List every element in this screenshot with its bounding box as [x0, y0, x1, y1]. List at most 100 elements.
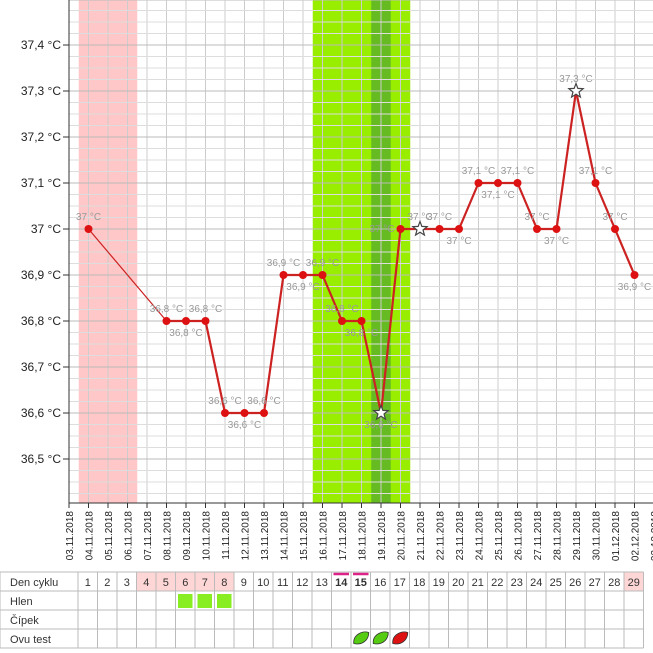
point-label: 36,8 °C: [189, 304, 222, 315]
day-number: 27: [589, 577, 601, 589]
day-number: 12: [296, 577, 308, 589]
day-number: 13: [316, 577, 328, 589]
point-label: 37 °C: [369, 224, 394, 235]
day-number: 23: [511, 577, 523, 589]
day-number: 10: [257, 577, 269, 589]
data-point: [279, 271, 288, 279]
point-label: 36,8 °C: [345, 328, 378, 339]
x-tick-label: 19.11.2018: [377, 511, 388, 561]
row-label-den-cyklu: Den cyklu: [10, 577, 58, 589]
x-tick-label: 03.11.2018: [65, 511, 76, 561]
day-number: 26: [569, 577, 581, 589]
series-segment: [321, 274, 344, 322]
hlen-cell: [178, 594, 193, 608]
series-segment: [574, 90, 597, 184]
day-number: 7: [202, 577, 208, 589]
point-label: 36,9 °C: [267, 258, 300, 269]
data-point: [513, 179, 522, 187]
day-number: 17: [394, 577, 406, 589]
ovulation-star-marker: [411, 219, 429, 237]
x-tick-label: 13.11.2018: [260, 511, 271, 561]
day-number: 20: [452, 577, 464, 589]
ovulation-star-marker: [567, 81, 585, 99]
data-point: [494, 179, 502, 187]
x-tick-label: 22.11.2018: [436, 511, 447, 561]
series-segment: [262, 274, 285, 414]
day-number: 19: [433, 577, 445, 589]
data-point: [338, 317, 346, 325]
point-label: 36,8 °C: [150, 304, 183, 315]
data-point: [357, 317, 366, 325]
point-label: 37 °C: [602, 212, 627, 223]
point-label: 36,6 °C: [247, 396, 280, 407]
x-tick-label: 29.11.2018: [572, 511, 583, 561]
x-tick-label: 27.11.2018: [533, 511, 544, 561]
point-label: 37 °C: [544, 236, 569, 247]
x-tick-label: 16.11.2018: [319, 511, 330, 561]
y-tick-label: 37,2 °C: [21, 130, 61, 144]
point-label: 36,6 °C: [364, 420, 397, 431]
point-label: 37 °C: [76, 212, 101, 223]
data-point: [455, 225, 463, 233]
point-label: 37 °C: [446, 236, 471, 247]
point-label: 36,6 °C: [208, 396, 241, 407]
x-tick-label: 08.11.2018: [163, 511, 174, 561]
y-tick-label: 36,9 °C: [21, 268, 61, 282]
series-segment: [360, 320, 383, 414]
point-label: 37 °C: [427, 212, 452, 223]
point-label: 37,3 °C: [559, 74, 592, 85]
day-number: 2: [104, 577, 110, 589]
x-tick-label: 07.11.2018: [143, 511, 154, 561]
point-label: 36,9 °C: [286, 282, 319, 293]
point-label: 36,9 °C: [618, 282, 651, 293]
data-point: [182, 317, 190, 325]
row-label-cipek: Čípek: [10, 614, 39, 627]
day-number: 28: [608, 577, 620, 589]
day-number: 5: [163, 577, 169, 589]
ovu-test-negative-icon: [392, 631, 409, 645]
day-highlight: [624, 572, 644, 591]
y-tick-label: 36,6 °C: [21, 406, 61, 420]
x-tick-label: 12.11.2018: [241, 511, 252, 561]
point-label: 37 °C: [407, 212, 432, 223]
y-tick-label: 36,8 °C: [21, 314, 61, 328]
data-point: [318, 271, 327, 279]
point-label: 36,8 °C: [325, 304, 358, 315]
row-label-ovu-test: Ovu test: [10, 634, 51, 646]
ovu-test-positive-icon: [353, 631, 370, 645]
day-highlight: [195, 572, 215, 591]
x-axis: 03.11.2018 04.11.2018 05.11.2018 06.11.2018…: [65, 502, 653, 561]
series-segment: [555, 90, 578, 230]
data-point: [630, 271, 639, 279]
point-label: 36,9 °C: [306, 258, 339, 269]
x-tick-label: 25.11.2018: [494, 511, 505, 561]
x-tick-label: 14.11.2018: [280, 511, 291, 561]
x-tick-label: 26.11.2018: [514, 511, 525, 561]
data-point: [240, 409, 249, 417]
data-point: [396, 225, 405, 233]
ovu-test-positive-icon: [372, 631, 389, 645]
point-label: 37,1 °C: [501, 166, 534, 177]
day-number: 24: [530, 577, 542, 589]
series-segment: [379, 228, 402, 414]
x-tick-label: 06.11.2018: [124, 511, 135, 561]
series-segment: [613, 228, 636, 276]
x-tick-label: 11.11.2018: [221, 511, 232, 560]
data-point: [552, 225, 561, 233]
day-number: 21: [472, 577, 484, 589]
day-number: 29: [628, 577, 640, 589]
hlen-cell: [217, 594, 232, 608]
temperature-series: [84, 81, 639, 421]
day-number: 25: [550, 577, 562, 589]
data-point: [533, 225, 541, 233]
data-point: [299, 271, 307, 279]
series-segment: [88, 228, 167, 322]
x-tick-label: 30.11.2018: [592, 511, 603, 561]
y-tick-label: 37,3 °C: [21, 84, 61, 98]
ovulation-star-marker: [372, 403, 390, 421]
hlen-cell: [197, 594, 212, 608]
y-axis: 37,4 °C 37,3 °C 37,2 °C 37,1 °C 37 °C 36,9 °C…: [21, 0, 70, 503]
data-point: [474, 179, 483, 187]
x-tick-label: 01.12.2018: [611, 511, 622, 561]
